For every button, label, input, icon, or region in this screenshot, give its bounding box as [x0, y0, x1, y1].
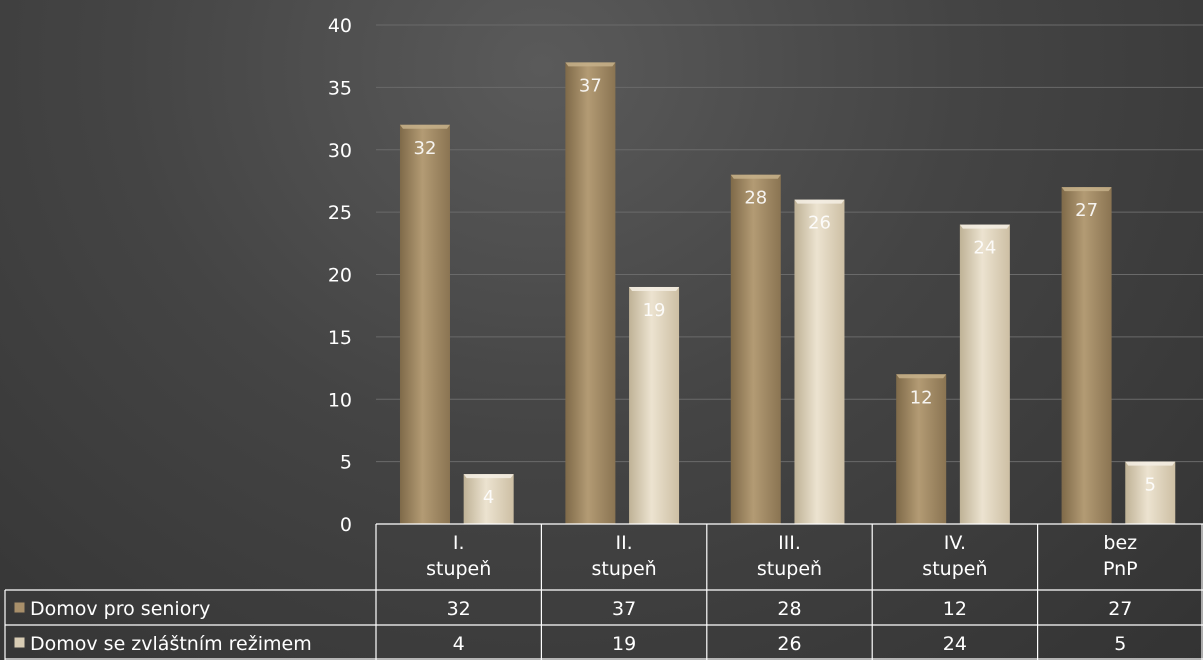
bars: 32 37 28 12 27 4 19 26 24 5 [399, 62, 1176, 525]
legend-swatch [13, 636, 26, 649]
y-tick-label: 20 [328, 265, 352, 287]
table-value: 32 [447, 598, 471, 620]
gridlines [376, 24, 1203, 463]
y-tick-label: 30 [328, 140, 352, 162]
x-tick-label: II. [615, 532, 632, 554]
table-value: 26 [777, 633, 801, 655]
y-tick-label: 10 [328, 389, 352, 411]
table-value: 4 [453, 633, 465, 655]
y-tick-label: 40 [328, 15, 352, 37]
bar-cap [1061, 187, 1112, 192]
x-tick-label: stupeň [592, 558, 657, 580]
bar [399, 124, 450, 525]
data-label: 19 [643, 300, 666, 321]
data-table: I. stupeň II. stupeň III. stupeň IV. stupeň bez P… [4, 523, 1203, 660]
table-value: 28 [777, 598, 801, 620]
x-tick-label: stupeň [757, 558, 822, 580]
table-value: 5 [1114, 633, 1126, 655]
x-tick-label: I. [453, 532, 465, 554]
table-value: 19 [612, 633, 636, 655]
bar [463, 474, 514, 524]
data-label: 28 [744, 188, 767, 209]
data-label: 27 [1075, 200, 1098, 221]
bar-cap [629, 286, 680, 291]
legend-swatch [13, 601, 26, 614]
x-tick-label: IV. [944, 532, 966, 554]
table-value: 27 [1108, 598, 1132, 620]
bar [896, 374, 947, 524]
x-tick-label: stupeň [922, 558, 987, 580]
data-label: 12 [910, 387, 933, 408]
data-label: 4 [483, 487, 494, 508]
bar-cap [463, 474, 514, 479]
bar-cap [794, 199, 845, 204]
bar-cap [565, 62, 616, 67]
x-tick-label: III. [778, 532, 801, 554]
bar [565, 62, 616, 525]
table-value: 37 [612, 598, 636, 620]
bar [629, 286, 680, 524]
x-tick-label: bez [1103, 532, 1137, 554]
y-tick-label: 35 [328, 77, 352, 99]
y-axis-ticks: 0 5 10 15 20 25 30 35 40 [328, 15, 352, 536]
y-tick-label: 25 [328, 202, 352, 224]
bar [730, 174, 781, 524]
legend-entry: Domov se zvláštním režimem [30, 633, 312, 655]
data-label: 5 [1145, 475, 1156, 496]
y-tick-label: 0 [340, 514, 352, 536]
data-label: 32 [414, 138, 437, 159]
bar [794, 199, 845, 524]
table-value: 24 [943, 633, 967, 655]
data-label: 37 [579, 75, 602, 96]
bar-cap [959, 224, 1010, 229]
bar [959, 224, 1010, 524]
bar [1125, 461, 1176, 524]
bar-cap [896, 374, 947, 379]
bar-cap [1125, 461, 1176, 466]
bar-cap [399, 124, 450, 129]
x-tick-label: PnP [1103, 558, 1138, 580]
legend-entry: Domov pro seniory [30, 598, 210, 620]
x-tick-label: stupeň [426, 558, 491, 580]
table-value: 12 [943, 598, 967, 620]
y-tick-label: 5 [340, 452, 352, 474]
bar [1061, 187, 1112, 525]
y-tick-label: 15 [328, 327, 352, 349]
data-label: 26 [808, 213, 831, 234]
data-label: 24 [973, 238, 996, 259]
bar-cap [730, 174, 781, 179]
